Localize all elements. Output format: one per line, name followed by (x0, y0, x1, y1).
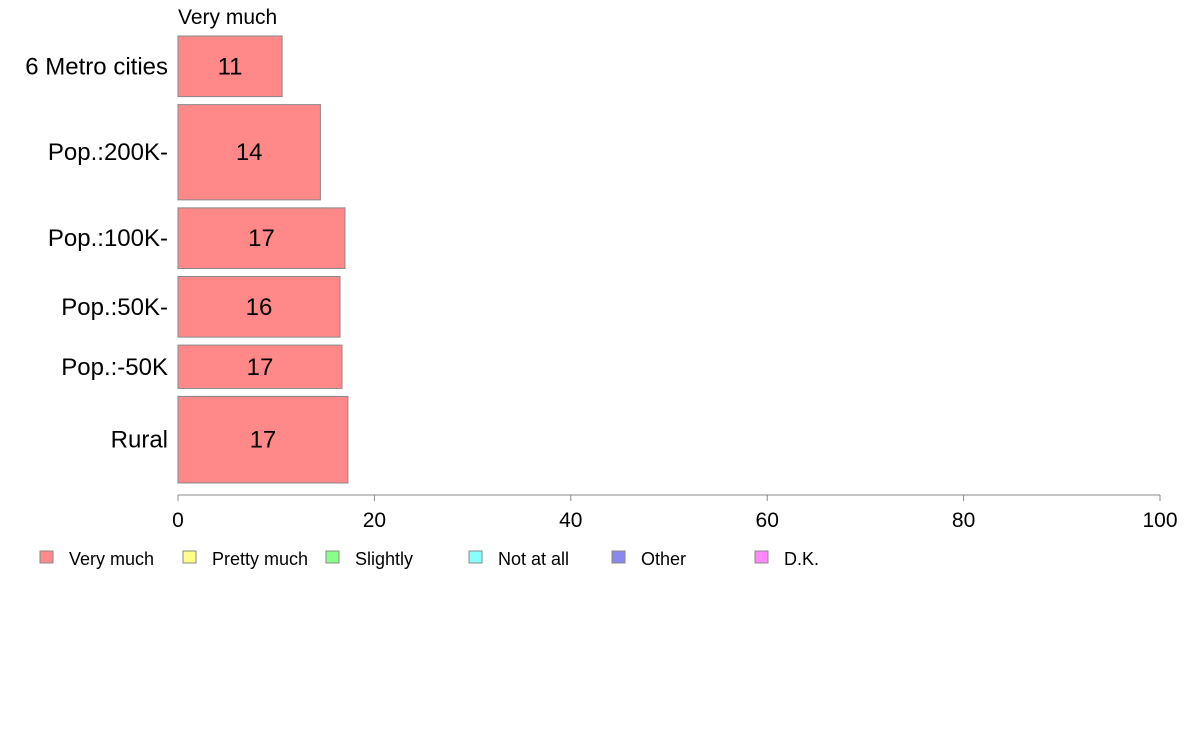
legend-label-0: Very much (69, 549, 154, 569)
legend-swatch-5 (754, 550, 769, 564)
legend-label-1: Pretty much (212, 549, 308, 569)
category-label-0: 6 Metro cities (25, 53, 168, 80)
category-label-5: Rural (111, 427, 168, 454)
bar-4 (177, 344, 343, 389)
x-tick-label-4: 80 (952, 509, 975, 532)
legend: Very much Pretty much Slightly Not at all Ot… (39, 549, 819, 569)
series-title: Very much (178, 6, 277, 29)
x-axis: 0 20 40 60 80 100 (172, 494, 1178, 532)
x-tick-label-0: 0 (172, 509, 184, 532)
legend-swatch-0 (39, 550, 54, 564)
bar-5 (177, 395, 349, 484)
bars-group: 6 Metro cities 11 Pop.:200K- 14 Pop.:100K- 17… (25, 35, 349, 484)
legend-label-2: Slightly (355, 549, 413, 569)
bar-2 (177, 207, 346, 269)
category-label-1: Pop.:200K- (48, 139, 168, 166)
value-label-0: 11 (218, 53, 243, 80)
x-tick-label-3: 60 (756, 509, 779, 532)
value-label-1: 14 (236, 139, 263, 166)
category-label-4: Pop.:-50K (61, 354, 168, 381)
bar-3 (177, 275, 341, 338)
value-label-2: 17 (248, 225, 275, 252)
value-label-4: 17 (247, 354, 274, 381)
legend-label-4: Other (641, 549, 686, 569)
category-label-3: Pop.:50K- (61, 294, 168, 321)
legend-swatch-4 (611, 550, 626, 564)
x-tick-label-5: 100 (1142, 509, 1177, 532)
legend-swatch-3 (468, 550, 483, 564)
legend-label-5: D.K. (784, 549, 819, 569)
category-label-2: Pop.:100K- (48, 225, 168, 252)
legend-swatch-2 (325, 550, 340, 564)
x-tick-label-2: 40 (559, 509, 582, 532)
legend-label-3: Not at all (498, 549, 569, 569)
bar-0 (177, 35, 283, 98)
x-tick-label-1: 20 (363, 509, 386, 532)
bar-1 (177, 104, 321, 201)
legend-swatch-1 (182, 550, 197, 564)
value-label-5: 17 (250, 427, 277, 454)
value-label-3: 16 (246, 294, 273, 321)
